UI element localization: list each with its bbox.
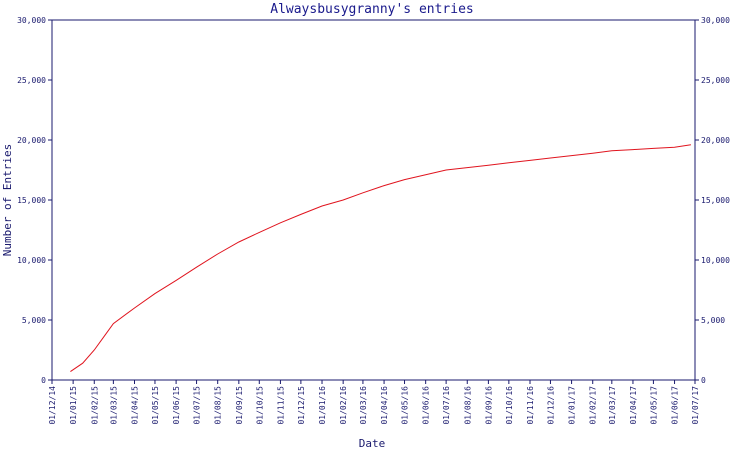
plot-frame	[51, 19, 696, 381]
y-tick-label-left: 15,000	[17, 196, 46, 205]
y-tick-label-right: 20,000	[701, 136, 730, 145]
y-tick-label-left: 30,000	[17, 16, 46, 25]
x-tick-label: 01/02/15	[90, 386, 99, 425]
x-tick-label: 01/01/16	[318, 386, 327, 425]
x-tick-label: 01/06/16	[422, 386, 431, 425]
x-tick-label: 01/12/14	[48, 386, 57, 425]
x-tick-label: 01/09/16	[484, 386, 493, 425]
x-tick-label: 01/05/16	[401, 386, 410, 425]
x-tick-label: 01/07/16	[442, 386, 451, 425]
y-tick-label-right: 0	[701, 376, 706, 385]
series-line-entries	[70, 144, 691, 373]
x-tick-label: 01/01/15	[69, 386, 78, 425]
x-tick-label: 01/03/16	[359, 386, 368, 425]
x-tick-label: 01/03/17	[608, 386, 617, 425]
x-tick-label: 01/07/17	[691, 386, 700, 425]
x-tick-label: 01/12/16	[546, 386, 555, 425]
y-tick-label-right: 30,000	[701, 16, 730, 25]
x-tick-label: 01/02/17	[589, 386, 598, 425]
x-tick-label: 01/08/16	[463, 386, 472, 425]
x-tick-label: 01/04/15	[131, 386, 140, 425]
y-axis-label: Number of Entries	[1, 144, 14, 257]
y-tick-label-right: 25,000	[701, 76, 730, 85]
x-axis: 01/12/14 01/01/15 01/02/15 01/03/15 01/04/15…	[48, 380, 700, 425]
x-tick-label: 01/11/16	[526, 386, 535, 425]
x-tick-label: 01/01/17	[568, 386, 577, 425]
x-tick-label: 01/02/16	[339, 386, 348, 425]
x-tick-label: 01/06/17	[671, 386, 680, 425]
x-tick-label: 01/12/15	[297, 386, 306, 425]
x-tick-label: 01/06/15	[172, 386, 181, 425]
x-tick-label: 01/05/17	[649, 386, 658, 425]
y-tick-label-left: 25,000	[17, 76, 46, 85]
x-tick-label: 01/10/15	[255, 386, 264, 425]
y-tick-label-right: 5,000	[701, 316, 725, 325]
y-axis-left: 0 5,000 10,000 15,000 20,000 25,000 30,000	[17, 16, 52, 385]
x-tick-label: 01/10/16	[505, 386, 514, 425]
y-tick-label-right: 15,000	[701, 196, 730, 205]
y-axis-right: 0 5,000 10,000 15,000 20,000 25,000 30,000	[695, 16, 730, 385]
y-tick-label-right: 10,000	[701, 256, 730, 265]
x-tick-label: 01/08/15	[214, 386, 223, 425]
y-tick-label-left: 20,000	[17, 136, 46, 145]
x-tick-label: 01/09/15	[235, 386, 244, 425]
y-tick-label-left: 10,000	[17, 256, 46, 265]
y-tick-label-left: 5,000	[22, 316, 46, 325]
x-tick-label: 01/11/15	[276, 386, 285, 425]
x-tick-label: 01/03/15	[109, 386, 118, 425]
x-tick-label: 01/04/17	[629, 386, 638, 425]
x-tick-label: 01/05/15	[151, 386, 160, 425]
x-tick-label: 01/07/15	[193, 386, 202, 425]
x-axis-label: Date	[359, 437, 386, 450]
chart-title: Alwaysbusygranny's entries	[270, 2, 474, 17]
y-tick-label-left: 0	[41, 376, 46, 385]
x-tick-label: 01/04/16	[380, 386, 389, 425]
